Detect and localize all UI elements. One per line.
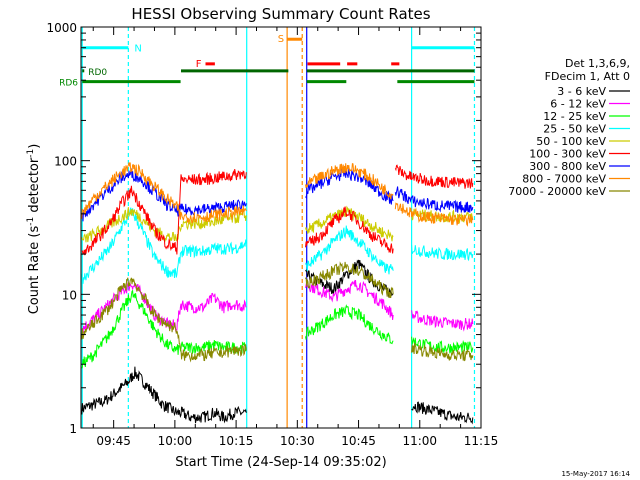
- series-line-0-seg-1: [305, 259, 394, 298]
- series-line-3-seg-0: [81, 207, 247, 284]
- footer-date-stamp: 15-May-2017 16:14: [561, 470, 630, 478]
- flag-vertical-lines: [81, 27, 476, 428]
- flag-label-n: N: [134, 44, 141, 55]
- y-tick-label-3: 1000: [46, 21, 77, 35]
- x-tick-label-2: 10:15: [219, 434, 254, 448]
- legend-title-detectors: Det 1,3,6,9,: [565, 57, 630, 70]
- y-axis-label-end: ): [27, 144, 42, 149]
- y-axis-label-main: Count Rate (s: [27, 226, 42, 315]
- legend-label-8: 7000 - 20000 keV: [508, 185, 606, 198]
- series-line-2-seg-0: [81, 289, 247, 369]
- y-axis-label-sup2: -1: [26, 149, 36, 158]
- y-tick-label-0: 1: [69, 422, 77, 436]
- series-line-8-seg-0: [81, 277, 247, 363]
- series-line-8-seg-1: [305, 261, 394, 299]
- series-line-0-seg-2: [411, 401, 474, 425]
- flag-bars: N S F RD0 RD6: [59, 34, 475, 89]
- legend-label-1: 6 - 12 keV: [550, 98, 606, 111]
- legend-label-4: 50 - 100 keV: [536, 135, 606, 148]
- x-tick-label-6: 11:15: [464, 434, 499, 448]
- series-line-6-seg-2: [394, 186, 474, 213]
- series-line-7-seg-1: [305, 163, 394, 200]
- x-tick-label-0: 09:45: [96, 434, 131, 448]
- y-axis-label-sup1: -1: [26, 217, 36, 226]
- flag-label-f: F: [196, 59, 202, 70]
- plot-area: [81, 27, 476, 428]
- chart-title: HESSI Observing Summary Count Rates: [131, 5, 430, 23]
- series-line-3-seg-2: [411, 244, 474, 262]
- legend-title-decimation: FDecim 1, Att 0: [545, 70, 630, 83]
- x-tick-label-3: 10:30: [280, 434, 315, 448]
- series-line-3-seg-1: [305, 225, 394, 275]
- series-line-5-seg-2: [394, 164, 474, 189]
- y-axis-label-mid: detector: [27, 157, 42, 217]
- axes: 09:45 10:00 10:15 10:30 10:45 11:00 11:15 1 10 10…: [46, 21, 498, 448]
- plot-frame: [80, 26, 482, 429]
- legend-label-5: 100 - 300 keV: [529, 148, 606, 161]
- flag-label-rd0: RD0: [88, 68, 107, 78]
- series-line-7-seg-2: [394, 202, 474, 227]
- series-line-8-seg-2: [411, 342, 474, 362]
- y-axis-label: Count Rate (s-1 detector-1): [26, 144, 42, 315]
- series-line-1-seg-2: [411, 310, 474, 332]
- series-line-7-seg-0: [81, 162, 247, 224]
- series-line-5-seg-1: [305, 206, 394, 254]
- legend: Det 1,3,6,9, FDecim 1, Att 0 3 - 6 keV6 …: [508, 57, 630, 198]
- y-tick-label-1: 10: [62, 288, 77, 302]
- series-line-1-seg-0: [81, 280, 247, 334]
- x-tick-label-5: 11:00: [402, 434, 437, 448]
- series-line-5-seg-0: [81, 169, 247, 256]
- x-axis-label: Start Time (24-Sep-14 09:35:02): [175, 455, 386, 470]
- legend-label-7: 800 - 7000 keV: [522, 173, 606, 186]
- legend-label-2: 12 - 25 keV: [543, 110, 606, 123]
- series-line-6-seg-1: [305, 167, 394, 205]
- legend-label-3: 25 - 50 keV: [543, 123, 606, 136]
- flag-label-s: S: [278, 34, 284, 45]
- legend-label-0: 3 - 6 keV: [557, 85, 606, 98]
- series-line-1-seg-1: [305, 279, 394, 321]
- legend-label-6: 300 - 800 keV: [529, 160, 606, 173]
- flag-label-rd6: RD6: [59, 79, 78, 89]
- x-tick-label-4: 10:45: [341, 434, 376, 448]
- series-group: [81, 162, 474, 425]
- series-line-0-seg-0: [81, 366, 247, 424]
- y-tick-label-2: 100: [54, 155, 77, 169]
- series-line-2-seg-1: [305, 304, 394, 345]
- x-tick-label-1: 10:00: [158, 434, 193, 448]
